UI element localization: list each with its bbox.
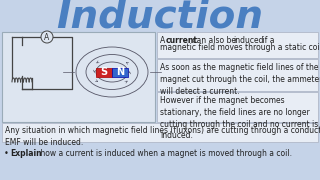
- Text: Induction: Induction: [57, 0, 263, 36]
- FancyBboxPatch shape: [2, 123, 318, 142]
- Text: if a: if a: [260, 36, 274, 45]
- FancyBboxPatch shape: [157, 32, 318, 58]
- FancyBboxPatch shape: [96, 68, 112, 76]
- Text: •: •: [4, 150, 9, 159]
- Text: Explain: Explain: [10, 150, 42, 159]
- Text: current: current: [165, 36, 197, 45]
- Text: A: A: [160, 36, 168, 45]
- Text: Any situation in which magnetic field lines (fluxons) are cutting through a cond: Any situation in which magnetic field li…: [5, 126, 320, 147]
- FancyBboxPatch shape: [112, 68, 128, 76]
- Text: As soon as the magnetic field lines of the
magnet cut through the coil, the amme: As soon as the magnetic field lines of t…: [160, 63, 320, 96]
- FancyBboxPatch shape: [157, 92, 318, 122]
- Circle shape: [41, 31, 53, 43]
- FancyBboxPatch shape: [2, 32, 155, 122]
- Text: A: A: [44, 33, 50, 42]
- Text: can also be: can also be: [189, 36, 238, 45]
- Text: However if the magnet becomes
stationary, the field lines are no longer
cutting : However if the magnet becomes stationary…: [160, 96, 318, 140]
- Text: S: S: [100, 67, 108, 77]
- Text: magnetic field moves through a static coil.: magnetic field moves through a static co…: [160, 44, 320, 53]
- Text: how a current is induced when a magnet is moved through a coil.: how a current is induced when a magnet i…: [38, 150, 292, 159]
- FancyBboxPatch shape: [157, 59, 318, 91]
- Text: N: N: [116, 67, 124, 77]
- Text: induced: induced: [234, 36, 264, 45]
